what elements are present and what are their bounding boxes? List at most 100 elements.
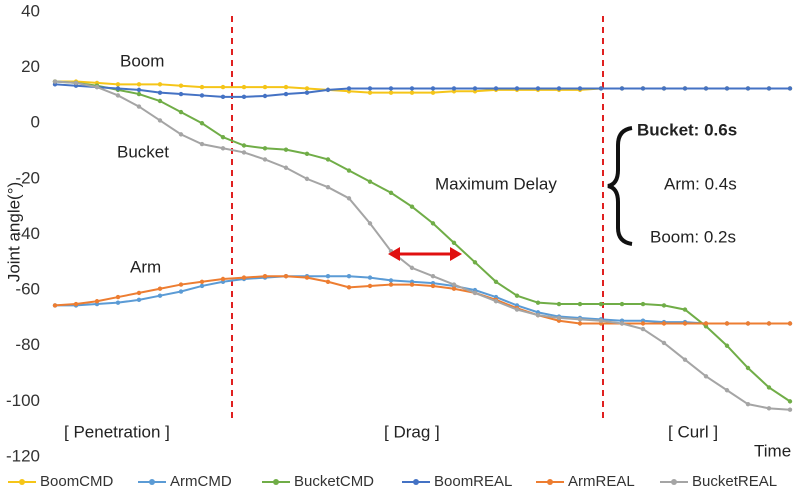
data-point <box>367 275 373 280</box>
data-point <box>640 86 646 91</box>
data-point <box>262 157 268 162</box>
data-point <box>472 86 478 91</box>
legend-swatch <box>19 479 25 485</box>
data-point <box>598 86 604 91</box>
data-point <box>367 221 373 226</box>
data-point <box>178 83 184 88</box>
data-point <box>577 301 583 307</box>
data-point <box>682 357 688 362</box>
data-point <box>157 90 163 95</box>
data-point <box>766 321 772 326</box>
y-axis-label: Joint angle(°) <box>4 182 23 282</box>
data-point <box>136 87 142 93</box>
series-line <box>55 275 790 325</box>
data-point <box>661 86 667 91</box>
data-point <box>745 321 751 326</box>
annotation: Bucket: 0.6s <box>637 120 737 139</box>
data-point <box>514 86 520 91</box>
data-point <box>661 303 667 308</box>
data-point <box>745 86 751 91</box>
data-point <box>241 143 247 148</box>
legend-label: ArmREAL <box>568 473 635 490</box>
data-point <box>619 321 625 326</box>
data-point <box>199 283 205 289</box>
data-point <box>724 86 730 91</box>
data-point <box>451 240 457 246</box>
data-point <box>157 82 163 87</box>
data-point <box>745 365 751 371</box>
data-point <box>325 157 331 162</box>
data-point <box>577 317 583 322</box>
data-point <box>724 388 730 393</box>
data-point <box>703 86 709 91</box>
data-point <box>535 86 541 91</box>
data-point <box>367 179 373 184</box>
data-point <box>94 84 100 90</box>
data-point <box>325 279 331 284</box>
data-point <box>682 321 688 326</box>
data-point <box>388 282 394 287</box>
data-point <box>766 385 772 390</box>
data-point <box>220 84 226 90</box>
data-point <box>199 84 205 90</box>
data-point <box>640 326 646 332</box>
data-point <box>703 374 709 379</box>
data-point <box>766 86 772 91</box>
data-point <box>430 283 436 289</box>
data-point <box>115 300 121 305</box>
series-line <box>54 80 791 411</box>
data-point <box>703 321 709 326</box>
data-point <box>304 275 310 280</box>
data-point <box>346 285 352 290</box>
data-point <box>367 283 373 289</box>
data-point <box>115 86 121 91</box>
data-point <box>661 340 667 346</box>
data-point <box>472 290 478 296</box>
data-point <box>136 290 142 296</box>
legend-swatch <box>413 479 419 485</box>
data-point <box>409 86 415 91</box>
data-point <box>136 104 142 109</box>
data-point <box>262 93 268 99</box>
legend-swatch <box>547 479 553 485</box>
data-point <box>724 343 730 348</box>
data-point <box>304 176 310 182</box>
data-point <box>745 401 751 407</box>
data-point <box>577 321 583 326</box>
annotation: Boom: 0.2s <box>650 227 736 246</box>
annotation: [ Penetration ] <box>64 422 170 441</box>
data-point <box>199 93 205 98</box>
data-point <box>430 86 436 91</box>
data-point <box>178 109 184 115</box>
data-point <box>409 265 415 271</box>
data-point <box>52 79 58 84</box>
data-point <box>451 86 457 91</box>
legend-swatch <box>671 479 677 485</box>
data-point <box>304 86 310 91</box>
data-point <box>430 90 436 95</box>
data-point <box>367 86 373 91</box>
data-point <box>472 260 478 265</box>
data-point <box>178 132 184 137</box>
data-point <box>178 282 184 287</box>
series-line <box>54 275 790 325</box>
data-point <box>325 87 331 93</box>
data-point <box>430 221 436 226</box>
data-point <box>388 278 394 283</box>
data-point <box>577 86 583 91</box>
data-point <box>325 185 331 190</box>
data-point <box>619 301 625 307</box>
data-point <box>409 282 415 287</box>
data-point <box>283 274 289 279</box>
data-point <box>157 98 163 104</box>
data-point <box>199 279 205 284</box>
legend-label: BucketREAL <box>692 473 777 490</box>
annotation: Arm: 0.4s <box>664 174 737 193</box>
data-point <box>262 146 268 151</box>
annotation: Boom <box>120 51 164 70</box>
legend-label: BoomREAL <box>434 473 512 490</box>
data-point <box>283 84 289 90</box>
data-point <box>136 91 142 97</box>
series-layer <box>52 79 793 412</box>
data-point <box>493 279 499 284</box>
